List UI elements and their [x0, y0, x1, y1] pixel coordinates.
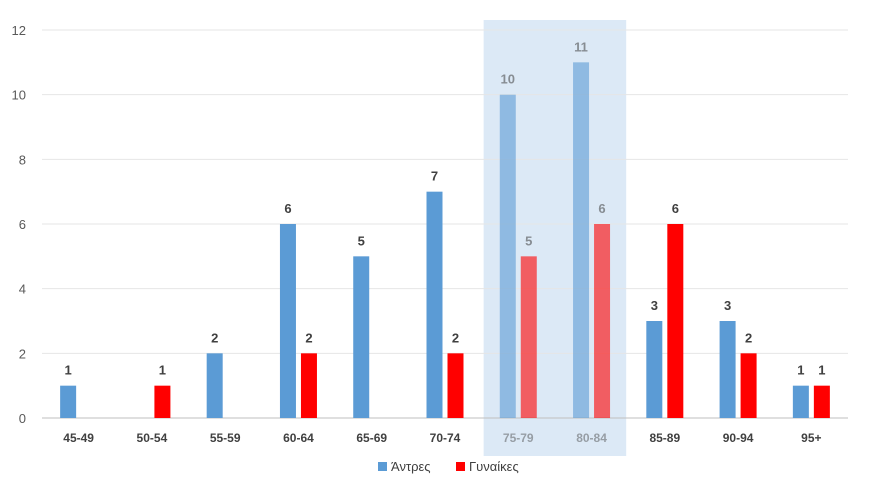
x-tick-label: 85-89 [649, 431, 680, 445]
bar-series1-90-94 [719, 321, 736, 418]
bar-series2-90-94 [740, 353, 757, 418]
bar-series1-80-84 [573, 62, 590, 418]
data-label: 1 [797, 363, 804, 378]
data-label: 1 [818, 363, 825, 378]
bar-series1-55-59 [206, 353, 223, 418]
x-tick-label: 80-84 [576, 431, 607, 445]
bar-series1-60-64 [279, 224, 296, 418]
legend-label: Γυναίκες [469, 459, 519, 474]
data-label: 1 [65, 363, 72, 378]
y-tick-label: 2 [19, 346, 26, 361]
bar-series1-95+ [792, 385, 809, 418]
data-label: 2 [305, 330, 312, 345]
data-label: 11 [574, 39, 588, 54]
data-label: 6 [672, 201, 679, 216]
x-tick-label: 70-74 [430, 431, 461, 445]
data-label: 3 [724, 298, 731, 313]
data-label: 3 [651, 298, 658, 313]
x-tick-label: 90-94 [723, 431, 754, 445]
legend-swatch [456, 462, 465, 471]
bar-series2-80-84 [594, 224, 611, 418]
bar-series2-75-79 [520, 256, 537, 418]
bar-series1-70-74 [426, 191, 443, 418]
legend-label: Άντρες [391, 459, 431, 474]
x-tick-label: 45-49 [63, 431, 94, 445]
y-tick-label: 10 [12, 88, 26, 103]
data-label: 2 [211, 330, 218, 345]
bar-series1-65-69 [353, 256, 370, 418]
data-label: 5 [525, 233, 532, 248]
bar-series2-60-64 [300, 353, 317, 418]
y-tick-label: 8 [19, 152, 26, 167]
data-label: 7 [431, 169, 438, 184]
bar-series2-70-74 [447, 353, 464, 418]
bar-series1-85-89 [646, 321, 663, 418]
y-tick-label: 12 [12, 23, 26, 38]
data-label: 2 [452, 330, 459, 345]
x-tick-label: 50-54 [137, 431, 168, 445]
y-tick-label: 6 [19, 217, 26, 232]
bar-series2-95+ [813, 385, 830, 418]
x-tick-label: 60-64 [283, 431, 314, 445]
x-tick-label: 95+ [801, 431, 821, 445]
data-label: 5 [358, 233, 365, 248]
x-tick-label: 75-79 [503, 431, 534, 445]
data-label: 2 [745, 330, 752, 345]
y-tick-label: 0 [19, 411, 26, 426]
data-label: 6 [598, 201, 605, 216]
y-tick-label: 4 [19, 282, 26, 297]
x-tick-label: 55-59 [210, 431, 241, 445]
data-label: 1 [159, 363, 166, 378]
data-label: 10 [501, 72, 515, 87]
bar-series2-85-89 [667, 224, 684, 418]
bar-series2-50-54 [154, 385, 171, 418]
legend-swatch [378, 462, 387, 471]
bar-series1-45-49 [60, 385, 77, 418]
x-tick-label: 65-69 [356, 431, 387, 445]
bar-series1-75-79 [499, 94, 516, 419]
data-label: 6 [284, 201, 291, 216]
